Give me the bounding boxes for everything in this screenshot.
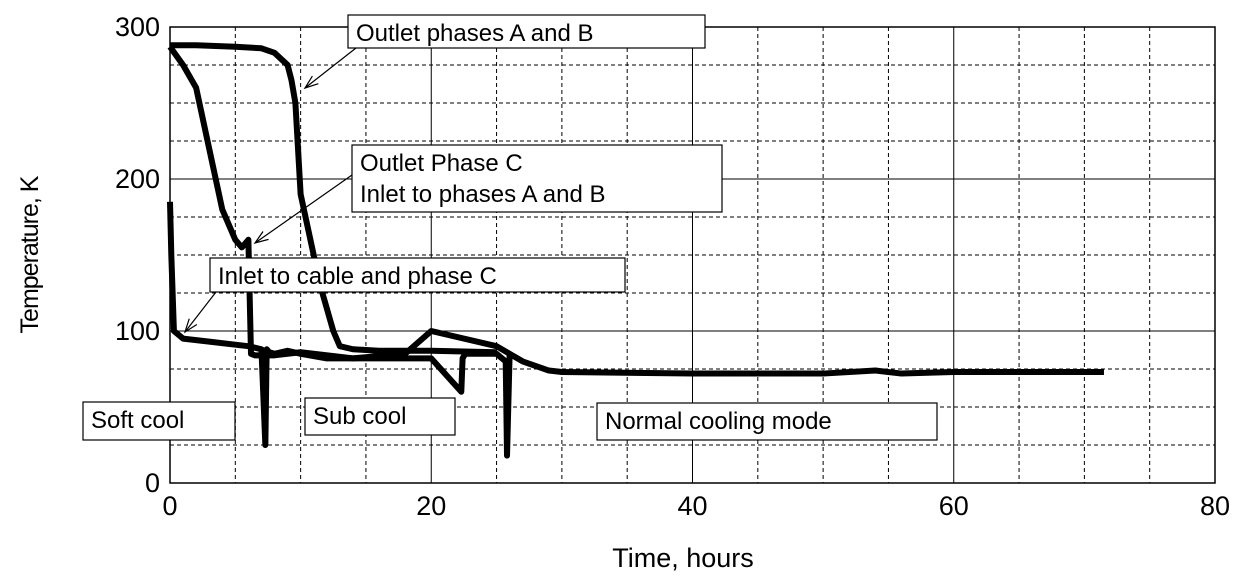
annotation-box — [351, 144, 723, 213]
x-axis-title: Time, hours — [612, 543, 754, 573]
y-tick-label: 0 — [145, 468, 160, 498]
annotation-box — [209, 257, 626, 293]
x-tick-label: 60 — [939, 491, 969, 521]
annotation-text: Normal cooling mode — [605, 408, 832, 435]
y-tick-label: 100 — [115, 316, 160, 346]
y-tick-label: 300 — [115, 12, 160, 42]
annotation-box — [347, 14, 706, 49]
arrow-head — [253, 231, 269, 245]
x-tick-label: 80 — [1200, 491, 1230, 521]
x-tick-label: 20 — [416, 491, 446, 521]
annotation-arrow — [184, 291, 217, 333]
annotation-box — [304, 397, 456, 436]
arrow-head — [183, 318, 198, 334]
series-line — [167, 45, 512, 362]
annotation-arrow — [304, 47, 357, 89]
x-tick-label: 40 — [677, 491, 707, 521]
annotation-text: Soft cool — [91, 407, 184, 434]
annotation-arrow — [254, 174, 353, 244]
series-line — [167, 201, 1104, 459]
annotation-text: Outlet Phase C — [360, 150, 523, 177]
annotation-text: Sub cool — [313, 403, 406, 430]
annotation-text: Inlet to phases A and B — [360, 181, 606, 208]
arrow-head — [303, 75, 319, 90]
y-tick-label: 200 — [115, 164, 160, 194]
x-tick-label: 0 — [162, 491, 177, 521]
annotation-text: Outlet phases A and B — [356, 20, 594, 47]
annotation-box — [596, 402, 938, 441]
y-axis-title: Temperature, K — [16, 175, 44, 333]
annotation-box — [82, 401, 236, 441]
series-line — [170, 42, 497, 356]
annotation-text: Inlet to cable and phase C — [218, 263, 497, 290]
